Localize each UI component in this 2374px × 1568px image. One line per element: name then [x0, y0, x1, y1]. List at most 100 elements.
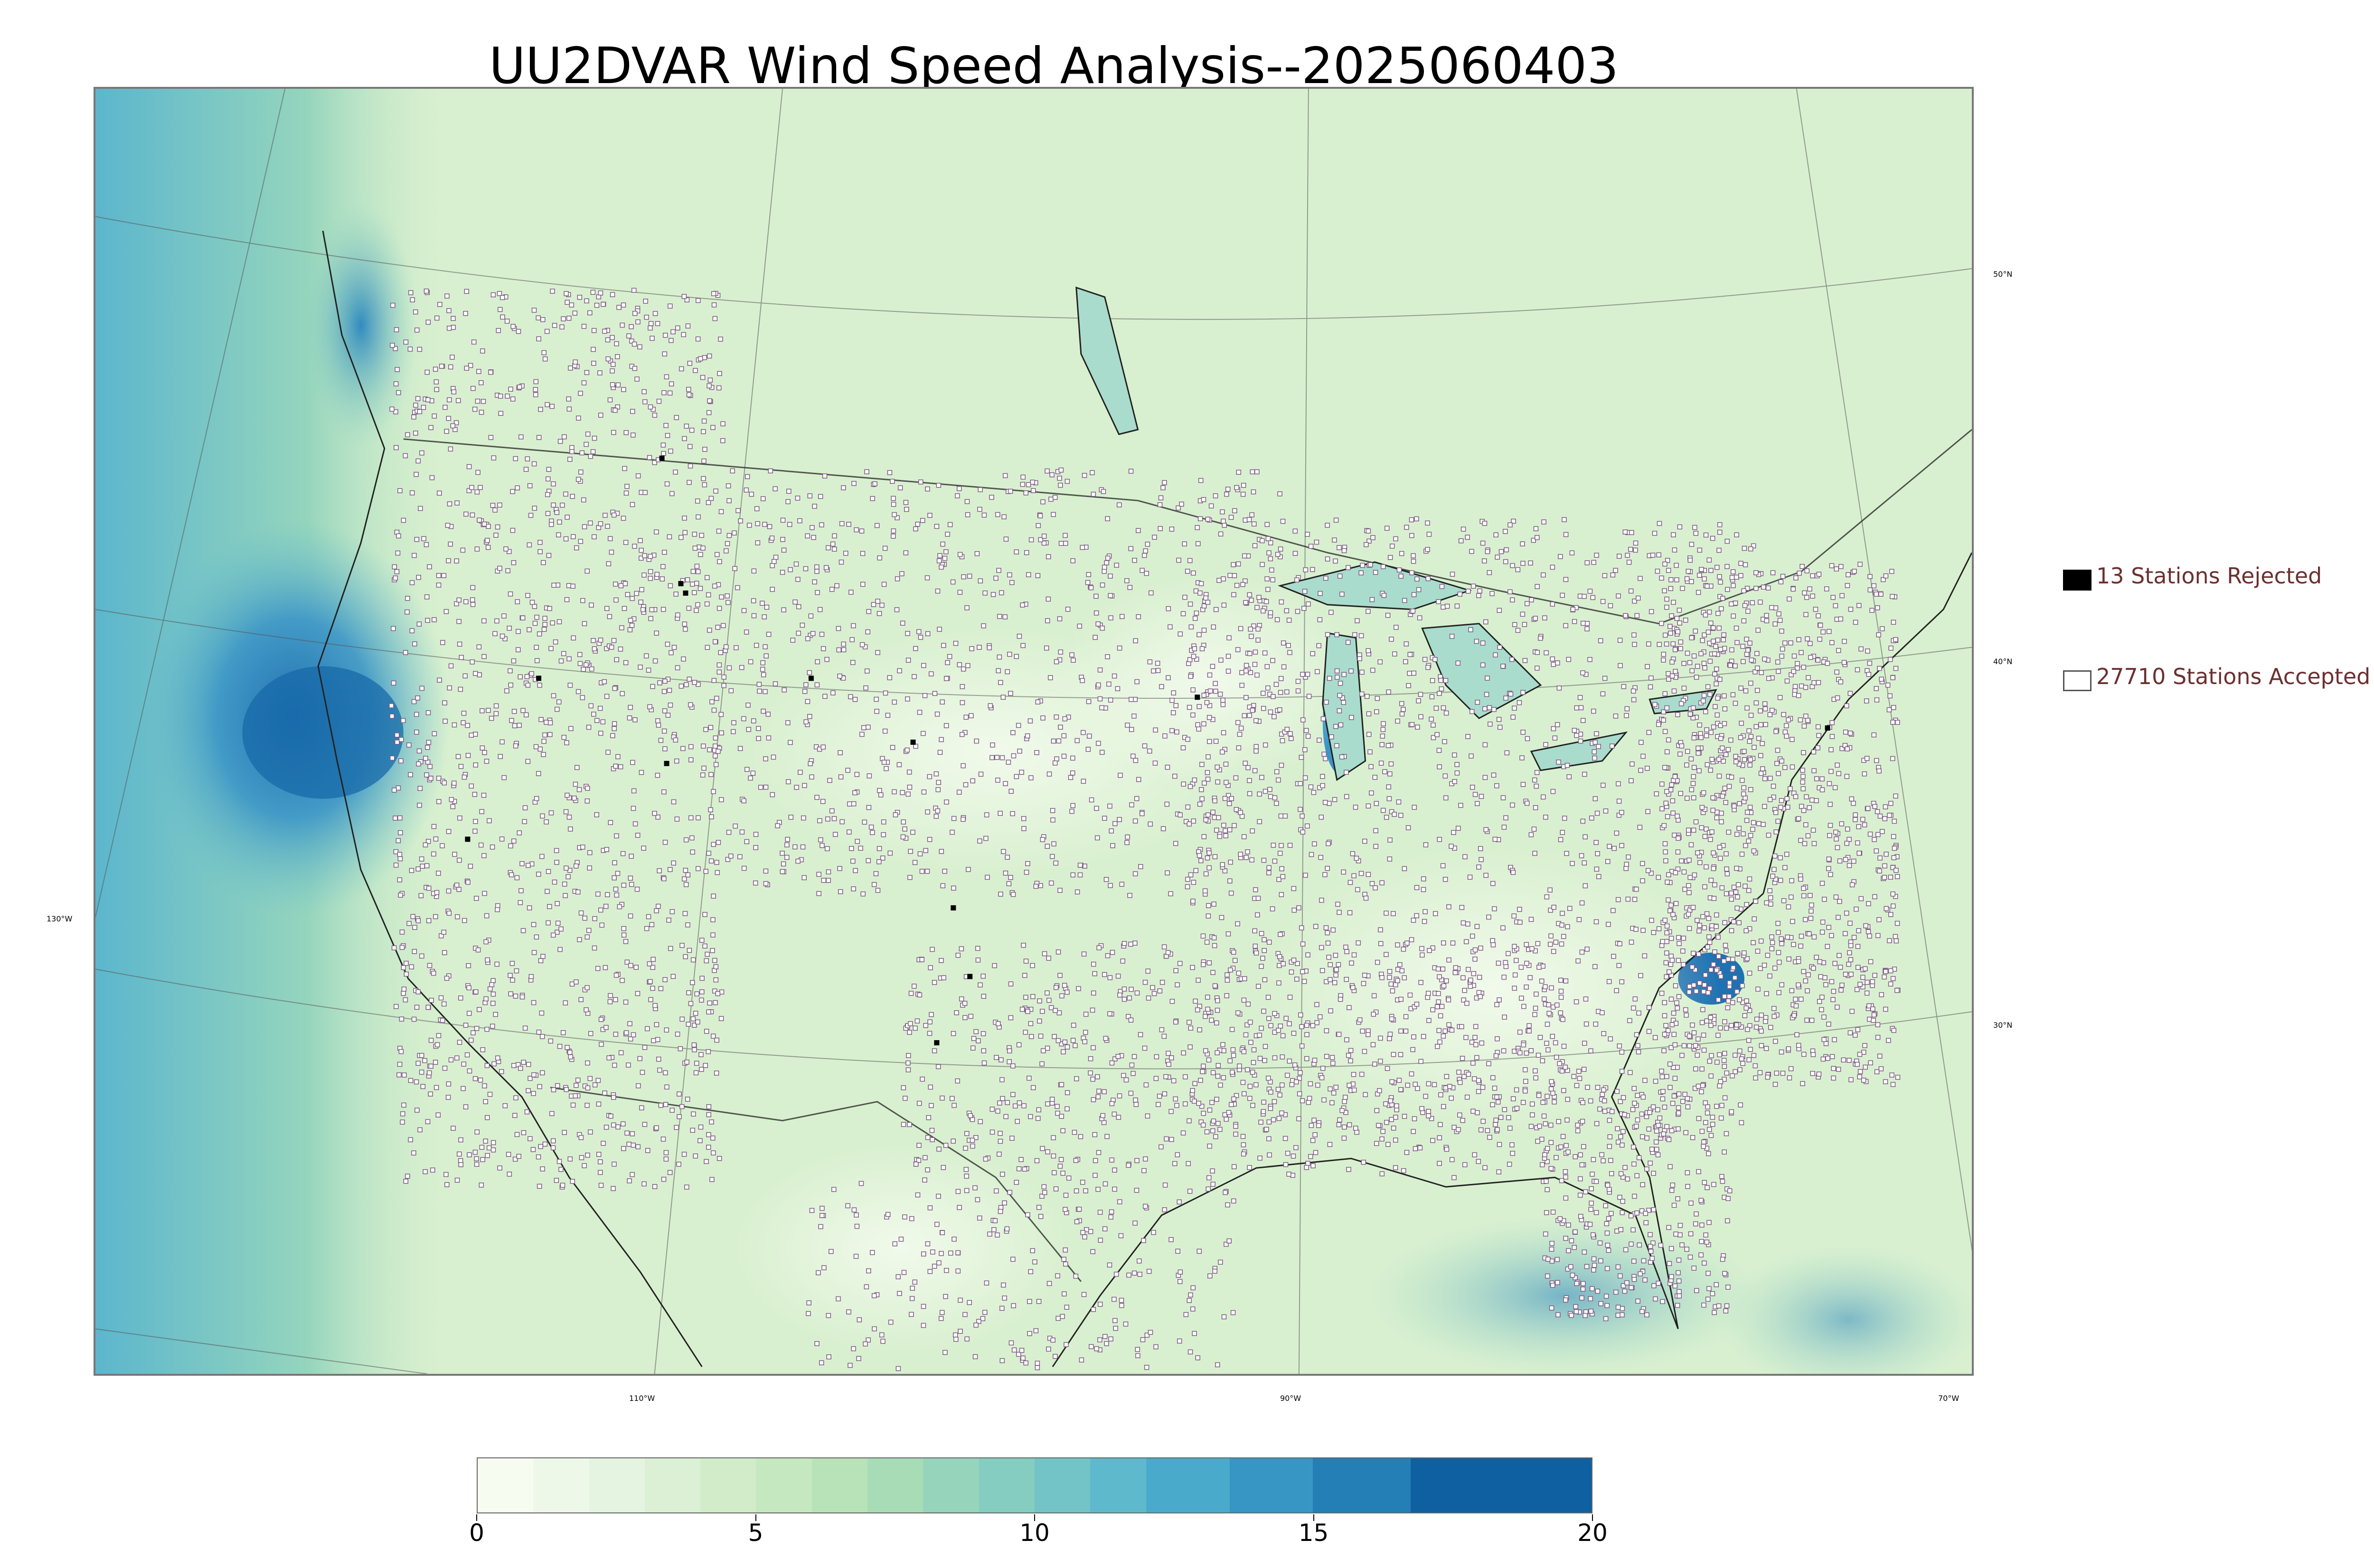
accepted-station-marker [610, 382, 615, 387]
accepted-station-marker [546, 920, 551, 926]
accepted-station-marker [1088, 1070, 1093, 1076]
accepted-station-marker [458, 1162, 463, 1167]
accepted-station-marker [673, 469, 678, 475]
accepted-station-marker [673, 737, 678, 743]
accepted-station-marker [1503, 815, 1508, 820]
accepted-station-marker [1386, 784, 1392, 789]
accepted-station-marker [686, 990, 691, 995]
accepted-station-marker [1051, 1135, 1056, 1140]
accepted-station-marker [1681, 661, 1686, 666]
accepted-station-marker [1856, 850, 1862, 856]
accepted-station-marker [1418, 714, 1423, 720]
accepted-station-marker [443, 404, 448, 410]
accepted-station-marker [1388, 981, 1394, 987]
accepted-station-marker [688, 757, 694, 762]
accepted-station-marker [756, 726, 761, 731]
accepted-station-marker [1817, 959, 1823, 965]
accepted-station-marker [433, 836, 439, 842]
accepted-station-marker [1745, 1027, 1750, 1032]
accepted-station-marker [748, 775, 753, 781]
accepted-station-marker [498, 411, 504, 416]
accepted-station-marker [1153, 727, 1158, 733]
accepted-station-marker [1260, 956, 1265, 961]
accepted-station-marker [1396, 567, 1402, 573]
accepted-station-marker [1633, 547, 1638, 553]
accepted-station-marker [1443, 710, 1449, 716]
accepted-station-marker [1801, 807, 1807, 813]
accepted-station-marker [614, 892, 620, 898]
accepted-station-marker [850, 858, 856, 864]
accepted-station-marker [1001, 514, 1007, 519]
accepted-station-marker [577, 294, 583, 300]
accepted-station-marker [1124, 840, 1130, 845]
accepted-station-marker [1207, 672, 1213, 678]
accepted-station-marker [1214, 1097, 1219, 1102]
accepted-station-marker [1743, 562, 1748, 567]
accepted-station-marker [442, 700, 447, 705]
accepted-station-marker [1373, 885, 1378, 891]
accepted-station-marker [1766, 833, 1771, 838]
accepted-station-marker [916, 1100, 922, 1106]
accepted-station-marker [902, 826, 907, 832]
accepted-station-marker [1469, 753, 1474, 759]
accepted-station-marker [1464, 1094, 1470, 1100]
accepted-station-marker [638, 665, 643, 670]
accepted-station-marker [872, 481, 878, 487]
accepted-station-marker [648, 554, 653, 559]
accepted-station-marker [612, 860, 617, 865]
accepted-station-marker [1733, 601, 1738, 606]
accepted-station-marker [1398, 573, 1404, 579]
accepted-station-marker [1895, 720, 1900, 725]
accepted-station-marker [696, 815, 701, 820]
accepted-station-marker [531, 461, 537, 467]
accepted-station-marker [658, 986, 664, 991]
accepted-station-marker [563, 809, 569, 815]
accepted-station-marker [1890, 756, 1895, 761]
accepted-station-marker [1764, 991, 1769, 996]
accepted-station-marker [770, 792, 775, 798]
accepted-station-marker [541, 350, 547, 356]
accepted-station-marker [1374, 709, 1379, 714]
accepted-station-marker [1339, 754, 1345, 760]
accepted-station-marker [1533, 616, 1538, 621]
accepted-station-marker [1086, 699, 1092, 704]
accepted-station-marker [1582, 1041, 1587, 1046]
accepted-station-marker [1737, 1067, 1743, 1072]
map-panel[interactable] [94, 87, 1974, 1376]
accepted-station-marker [416, 761, 421, 767]
accepted-station-marker [1614, 830, 1620, 836]
accepted-station-marker [391, 680, 396, 686]
accepted-station-marker [1661, 717, 1666, 723]
accepted-station-marker [1738, 685, 1743, 691]
accepted-station-marker [1702, 982, 1707, 987]
accepted-station-marker [1387, 555, 1393, 560]
accepted-station-marker [1715, 809, 1720, 815]
accepted-station-marker [1562, 517, 1567, 522]
accepted-station-marker [597, 370, 603, 376]
accepted-station-marker [1265, 536, 1271, 541]
accepted-station-marker [669, 1108, 675, 1113]
accepted-station-marker [1679, 858, 1684, 864]
accepted-station-marker [1731, 884, 1737, 890]
accepted-station-marker [1305, 1161, 1310, 1166]
accepted-station-marker [528, 974, 534, 979]
accepted-station-marker [428, 776, 433, 781]
accepted-station-marker [1187, 784, 1193, 789]
accepted-station-marker [1867, 660, 1873, 666]
accepted-station-marker [1754, 651, 1760, 656]
accepted-station-marker [1119, 882, 1125, 887]
accepted-station-marker [463, 511, 469, 517]
accepted-station-marker [1863, 1064, 1868, 1070]
accepted-station-marker [1016, 723, 1021, 728]
accepted-station-marker [1760, 766, 1765, 771]
accepted-station-marker [1874, 697, 1880, 703]
accepted-station-marker [690, 569, 696, 574]
accepted-station-marker [1097, 667, 1103, 673]
station-markers [389, 288, 1901, 1371]
accepted-station-marker [1789, 672, 1794, 677]
accepted-station-marker [660, 564, 666, 569]
accepted-station-marker [1028, 537, 1034, 543]
accepted-station-marker [1247, 778, 1252, 783]
accepted-station-marker [1697, 723, 1702, 728]
accepted-station-marker [1835, 762, 1840, 768]
